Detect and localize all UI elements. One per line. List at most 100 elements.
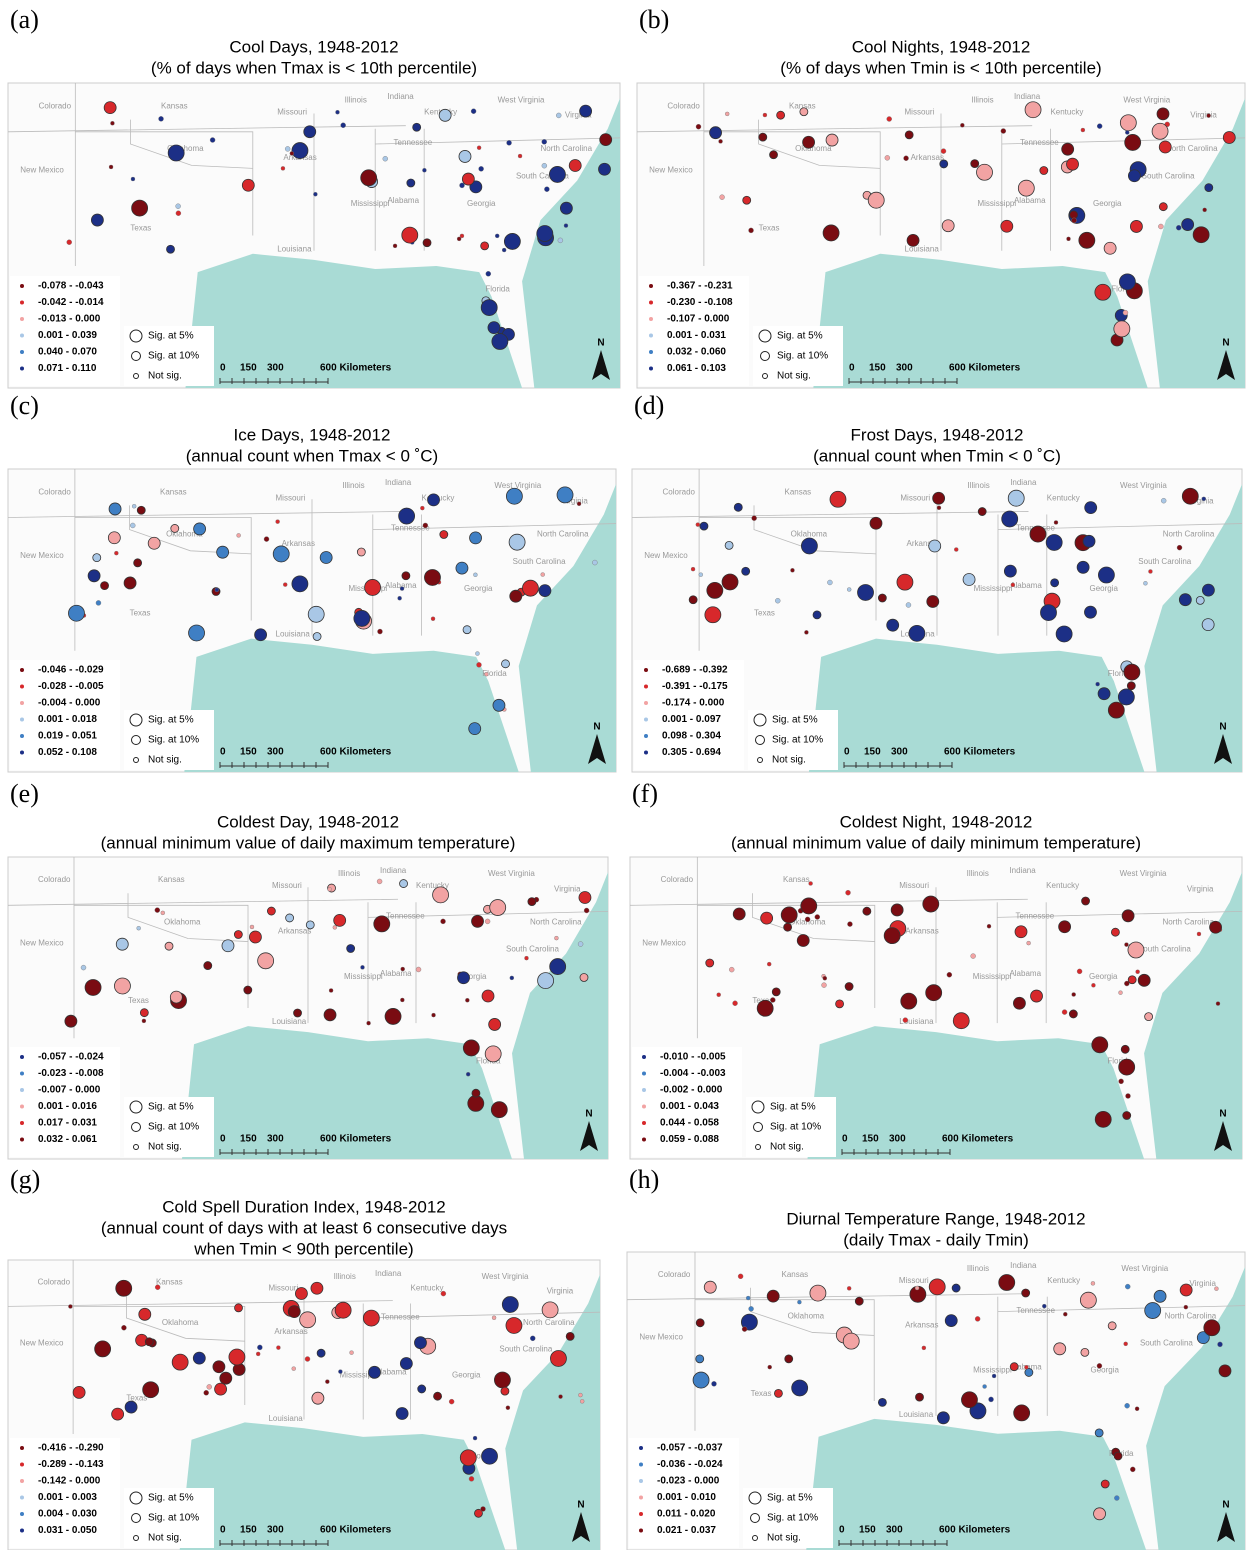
legend-label: -0.007 - 0.000 [38,1085,101,1096]
legend-label: 0.098 - 0.304 [662,731,721,742]
station [1182,488,1198,504]
legend-swatch [20,301,24,305]
panel-title: Diurnal Temperature Range, 1948-2012 [786,1209,1085,1228]
station [975,1316,980,1321]
station [220,1372,232,1384]
station [116,1280,132,1296]
station [1097,1363,1102,1368]
state-label: Georgia [452,1370,481,1379]
station [506,1317,522,1333]
station [249,931,261,943]
state-label: South Carolina [1142,172,1195,181]
station [477,146,481,150]
station [285,146,290,151]
state-label: Arkansas [905,1321,938,1330]
station [479,166,484,171]
state-label: Louisiana [905,245,940,254]
station [1025,1368,1033,1376]
station [770,997,775,1002]
legend-label: 0.059 - 0.088 [660,1134,719,1145]
station [449,1399,454,1404]
legend-label: 0.017 - 0.031 [38,1118,97,1129]
sig-label: Sig. at 5% [772,715,818,726]
legend-swatch [649,350,653,354]
panel: (g)Cold Spell Duration Index, 1948-2012(… [8,1165,600,1550]
legend-label: -0.416 - -0.290 [38,1443,104,1454]
station [1059,921,1071,933]
station [132,504,136,508]
station [1010,1363,1018,1371]
station [267,907,275,915]
state-label: West Virginia [488,869,535,878]
legend-swatch [20,1446,24,1450]
legend-label: -0.107 - 0.000 [667,314,730,325]
station [383,156,388,161]
sig-label: Not sig. [770,1142,804,1153]
scale-label: 600 Kilometers [320,1134,392,1145]
legend-label: 0.001 - 0.031 [667,330,726,341]
station [823,225,839,241]
station [803,136,815,148]
state-label: Colorado [661,875,694,884]
station [1152,123,1168,139]
station [328,887,332,891]
station [320,551,332,563]
station [463,1040,479,1056]
station [774,1389,782,1397]
station [805,917,810,922]
station [813,611,821,619]
station [696,1319,704,1327]
station [538,973,554,989]
station [441,1291,446,1296]
station [336,110,340,114]
station [1062,143,1074,155]
station [489,1018,501,1030]
station [68,605,84,621]
station [797,934,809,946]
map: ColoradoKansasMissouriIllinoisIndianaKen… [637,83,1245,388]
station [155,1285,160,1290]
state-label: North Carolina [1162,917,1214,926]
station [937,506,941,510]
station [781,907,797,923]
state-label: Kansas [160,487,187,496]
legend-swatch [20,1512,24,1516]
station [354,610,370,626]
station [112,1408,124,1420]
state-label: Missouri [905,107,935,116]
legend-swatch [20,284,24,288]
station [491,1102,507,1118]
station [361,170,377,186]
state-label: North Carolina [540,144,592,153]
station [989,1397,994,1402]
legend-swatch [20,685,24,689]
station [710,127,722,139]
station [1128,170,1140,182]
station [1145,1013,1153,1021]
station [1027,941,1031,945]
station [1095,1429,1103,1437]
station [1197,932,1201,936]
station [281,166,285,170]
station [752,516,757,521]
station [863,907,871,915]
panel-label: (e) [10,779,39,808]
station [770,151,778,159]
station [953,1013,969,1029]
station [522,580,538,596]
sig-label: Sig. at 10% [148,1122,199,1133]
panel: (a)Cool Days, 1948-2012(% of days when T… [8,5,620,388]
station [1122,910,1134,922]
station [308,606,324,622]
station [1015,926,1027,938]
station [1204,1320,1220,1336]
legend-swatch [20,317,24,321]
state-label: North Carolina [1166,144,1218,153]
station [324,1009,336,1021]
state-label: Oklahoma [791,530,828,539]
station [983,1385,987,1389]
station [846,890,851,895]
station [906,602,911,607]
panel-label: (f) [632,779,658,808]
station [1056,626,1072,642]
